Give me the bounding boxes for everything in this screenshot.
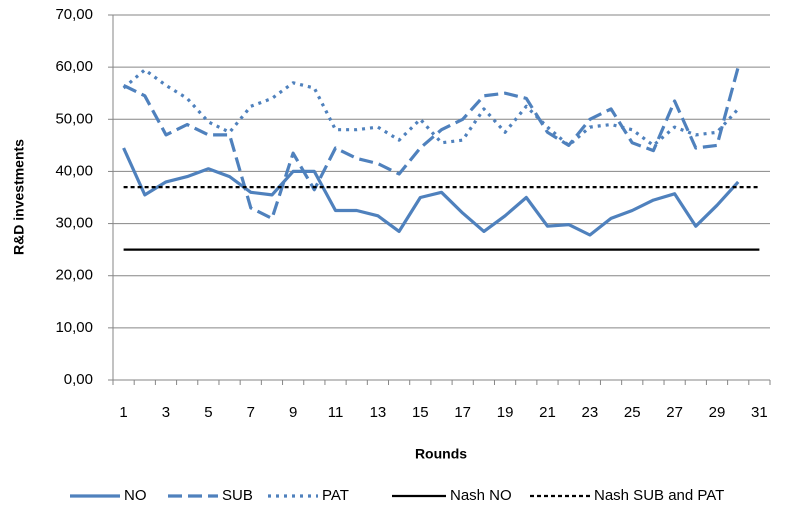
x-tick-label: 13 — [370, 404, 387, 421]
x-tick-label: 15 — [412, 404, 429, 421]
x-tick-label: 9 — [289, 404, 297, 421]
y-tick-label: 40,00 — [55, 162, 93, 179]
x-tick-label: 17 — [454, 404, 471, 421]
series-line — [122, 68, 740, 147]
x-tick-label: 11 — [328, 404, 344, 421]
y-tick-label: 0,00 — [64, 371, 93, 388]
series-line — [122, 66, 740, 220]
x-tick-label: 27 — [666, 404, 683, 421]
legend-label: Nash NO — [450, 487, 512, 504]
x-tick-label: 29 — [709, 404, 726, 421]
x-tick-label: 7 — [247, 404, 255, 421]
x-tick-label: 23 — [582, 404, 599, 421]
x-tick-label: 21 — [539, 404, 556, 421]
y-tick-label: 50,00 — [55, 110, 93, 127]
x-tick-label: 3 — [162, 404, 170, 421]
series-line — [122, 147, 740, 237]
legend-label: PAT — [322, 487, 349, 504]
y-tick-label: 20,00 — [55, 267, 93, 284]
x-tick-label: 5 — [204, 404, 212, 421]
legend-label: Nash SUB and PAT — [594, 487, 724, 504]
y-tick-label: 10,00 — [55, 319, 93, 336]
y-tick-label: 60,00 — [55, 58, 93, 75]
x-tick-label: 31 — [751, 404, 768, 421]
y-axis-title: R&D investments — [11, 139, 27, 255]
legend-label: NO — [124, 487, 147, 504]
legend-label: SUB — [222, 487, 253, 504]
y-tick-label: 70,00 — [55, 6, 93, 23]
x-tick-label: 19 — [497, 404, 514, 421]
y-tick-label: 30,00 — [55, 215, 93, 232]
x-tick-label: 25 — [624, 404, 641, 421]
x-axis-title: Rounds — [415, 446, 467, 462]
x-tick-label: 1 — [119, 404, 127, 421]
